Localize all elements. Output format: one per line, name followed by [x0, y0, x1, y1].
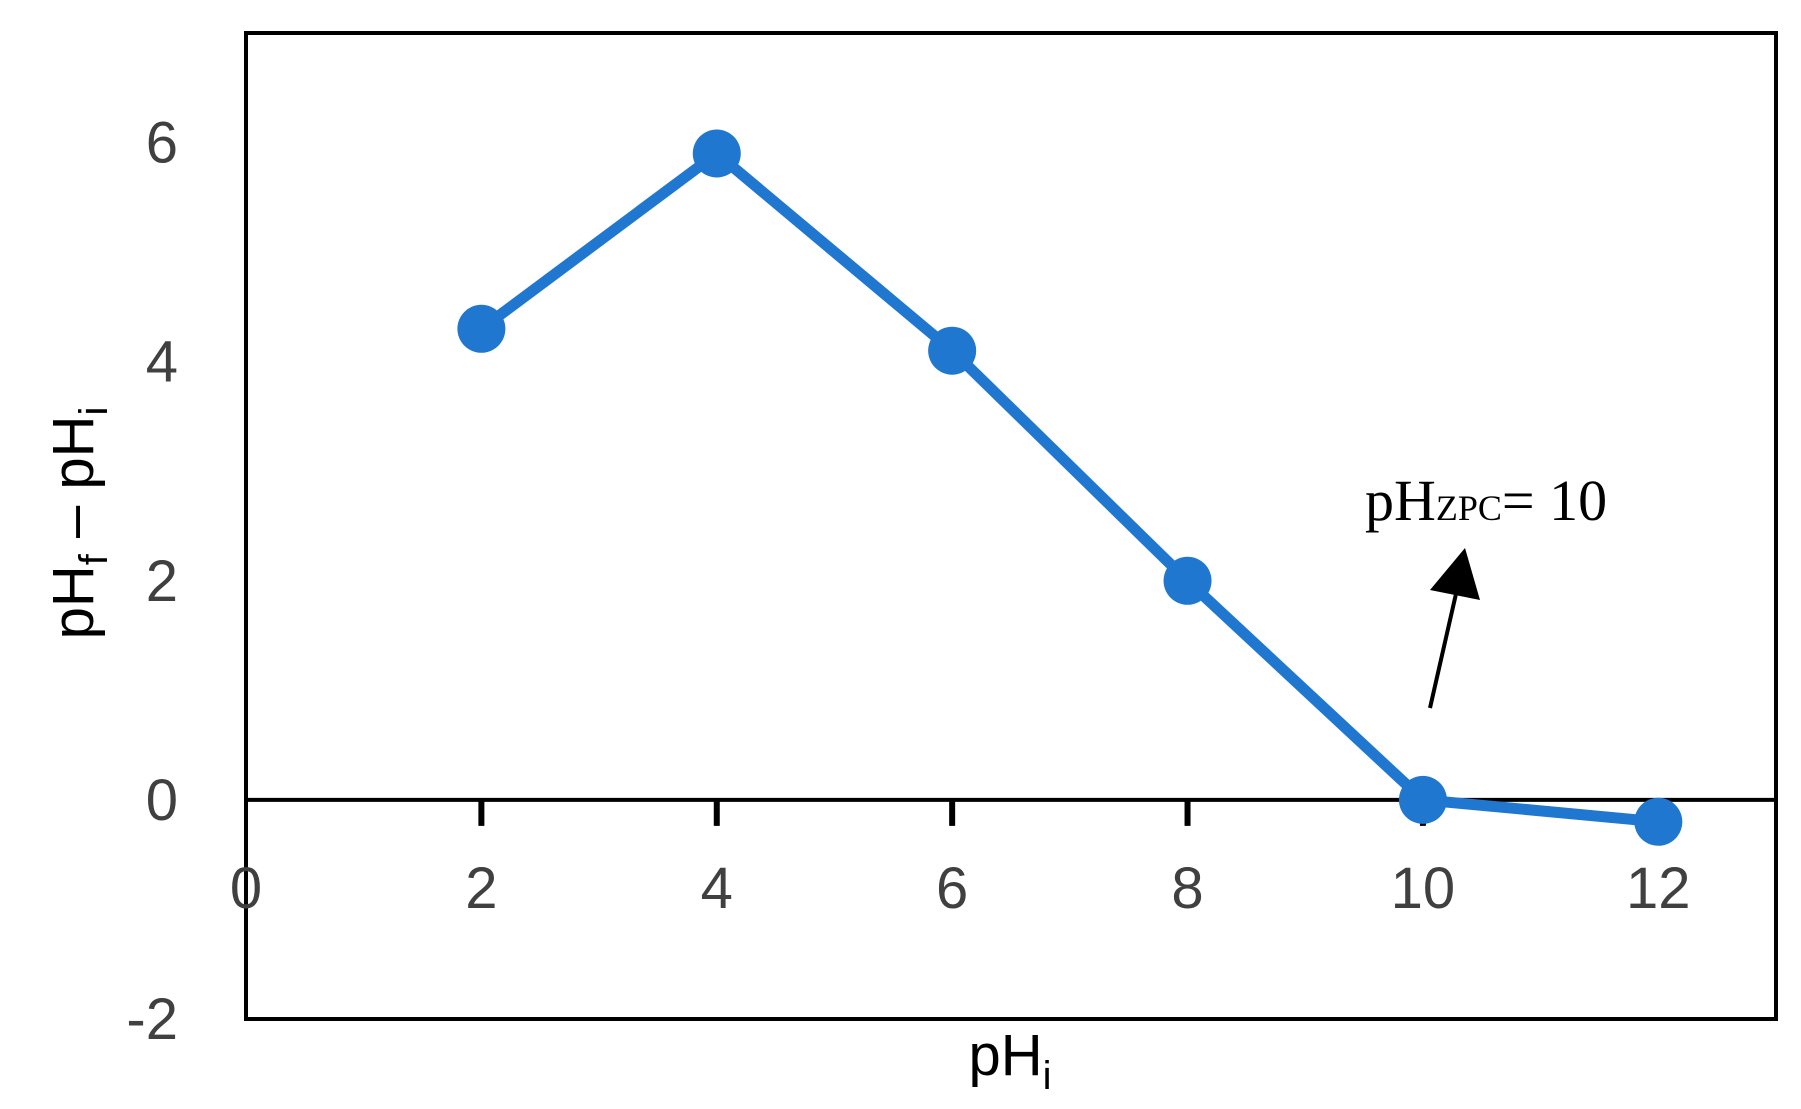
data-point: [928, 326, 977, 375]
x-tick-label: 4: [701, 856, 733, 921]
x-tick-label: 8: [1171, 856, 1203, 921]
y-axis-title: pHf – pHi: [41, 407, 116, 640]
y-tick-label: 2: [146, 549, 178, 614]
x-axis-title: pHi: [968, 1023, 1051, 1098]
x-tick-labels: 0 2 4 6 8 10 12: [230, 856, 1691, 921]
x-tick-label: 10: [1391, 856, 1456, 921]
data-point: [1163, 556, 1212, 605]
y-tick-label: 0: [146, 768, 178, 833]
annotation-arrow-shaft: [1428, 584, 1460, 709]
data-point: [1634, 797, 1683, 846]
y-tick-label: 6: [146, 111, 178, 176]
x-tick-label: 12: [1626, 856, 1691, 921]
y-tick-label: 4: [146, 330, 178, 395]
y-tick-labels: -2 0 2 4 6: [126, 111, 178, 1052]
data-points: [457, 129, 1683, 846]
series-line: [478, 148, 1659, 828]
plot-frame: [244, 31, 1778, 1021]
x-tick-label: 2: [465, 856, 497, 921]
annotation-arrow-head: [1430, 548, 1480, 600]
data-point: [1398, 775, 1447, 824]
annotation-label: pHZPC= 10: [1365, 468, 1607, 533]
x-tick-label: 6: [936, 856, 968, 921]
y-tick-label: -2: [126, 987, 178, 1052]
x-tick-label: 0: [230, 856, 262, 921]
data-point: [457, 304, 506, 353]
data-point: [692, 129, 741, 178]
